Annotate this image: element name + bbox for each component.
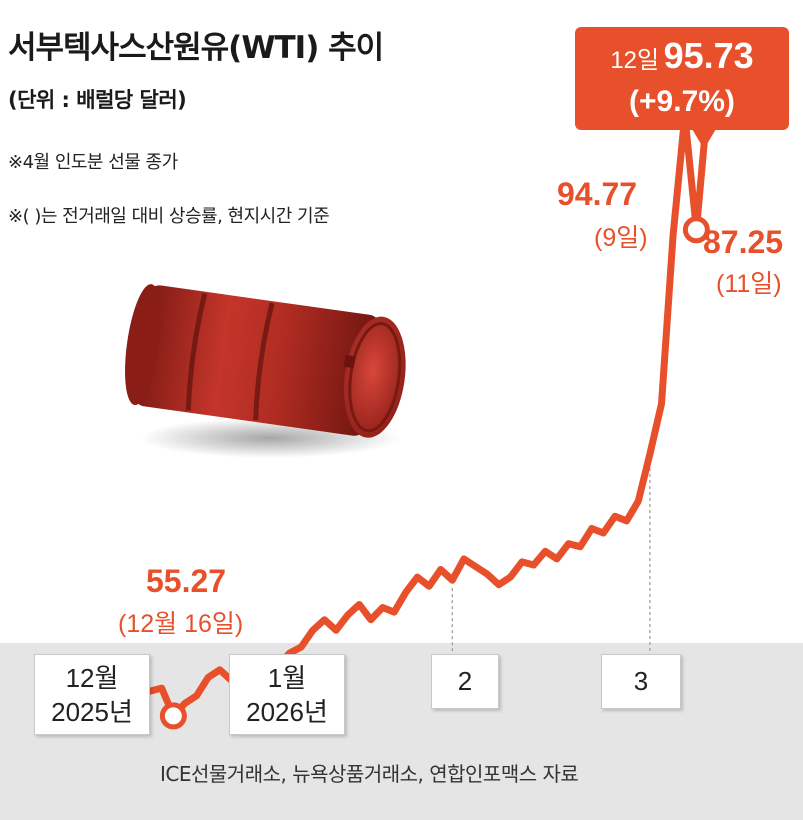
x-tick-dec-month: 12월 bbox=[65, 663, 119, 693]
nov11-value-label: 87.25 bbox=[703, 224, 784, 260]
callout-value: 95.73 bbox=[663, 35, 754, 76]
sep9-date-label: (9일) bbox=[594, 224, 648, 252]
unit-label: (단위 : 배럴당 달러) bbox=[8, 88, 187, 112]
callout-headline: 12일 95.73 bbox=[575, 35, 789, 77]
x-tick-jan-month: 1월 bbox=[267, 663, 307, 693]
x-tick-mar: 3 bbox=[601, 654, 681, 709]
callout-change: (+9.7%) bbox=[629, 85, 735, 118]
note-contract: ※4월 인도분 선물 종가 bbox=[8, 152, 178, 173]
note-change-rate: ※( )는 전거래일 대비 상승률, 현지시간 기준 bbox=[8, 206, 330, 227]
series-line bbox=[88, 97, 712, 720]
sep9-value-label: 94.77 bbox=[557, 176, 638, 212]
chart-title: 서부텍사스산원유(WTI) 추이 bbox=[8, 30, 384, 66]
x-tick-dec-year: 2025년 bbox=[51, 697, 133, 727]
x-tick-jan-year: 2026년 bbox=[246, 697, 328, 727]
x-tick-feb-label: 2 bbox=[457, 666, 473, 696]
low-date-label: (12월 16일) bbox=[118, 610, 244, 638]
oil-barrel-icon bbox=[125, 284, 406, 458]
callout-date: 12일 bbox=[610, 47, 660, 74]
callout-pointer bbox=[692, 129, 716, 149]
x-tick-dec-2025: 12월 2025년 bbox=[34, 654, 150, 735]
nov11-date-label: (11일) bbox=[716, 270, 782, 298]
series-line-layer bbox=[88, 97, 712, 720]
x-tick-feb: 2 bbox=[431, 654, 499, 709]
marker-nov11 bbox=[682, 216, 710, 244]
low-value-label: 55.27 bbox=[146, 563, 227, 599]
latest-value-callout: 12일 95.73 (+9.7%) bbox=[575, 27, 789, 130]
marker-low bbox=[159, 702, 187, 730]
x-tick-mar-label: 3 bbox=[633, 666, 649, 696]
source-note: ICE선물거래소, 뉴욕상품거래소, 연합인포맥스 자료 bbox=[160, 762, 579, 786]
x-tick-jan-2026: 1월 2026년 bbox=[229, 654, 345, 735]
